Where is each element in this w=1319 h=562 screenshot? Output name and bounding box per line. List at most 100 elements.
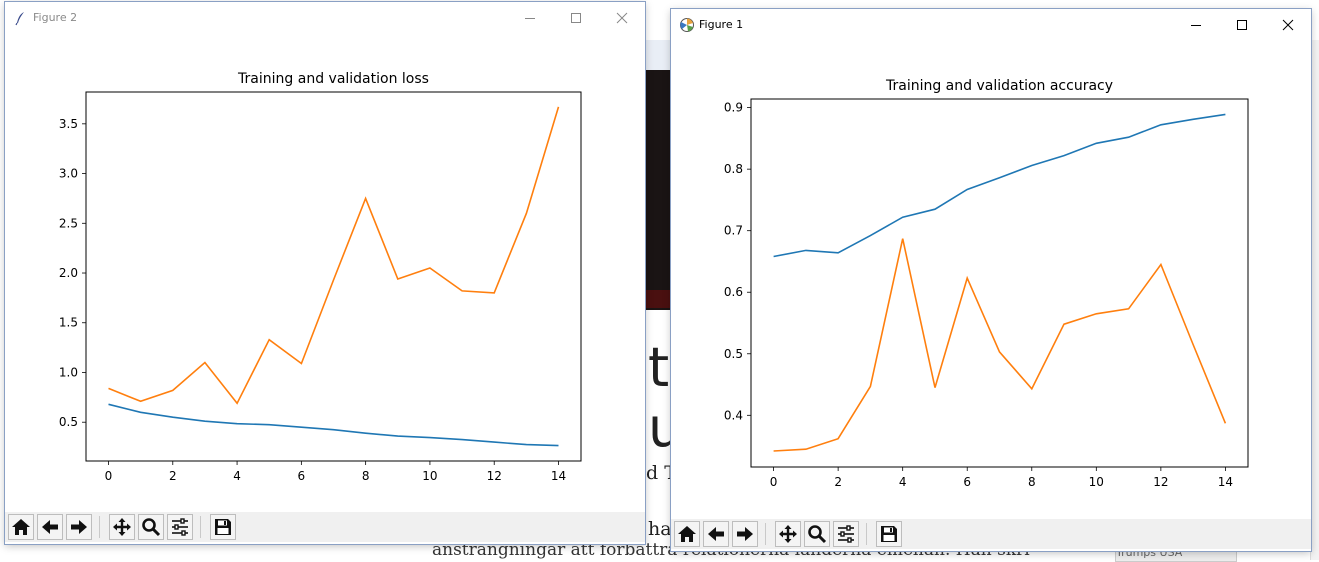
figure2-back-button[interactable] <box>37 514 63 540</box>
figure1-close-button[interactable] <box>1265 9 1311 41</box>
background-toolbar-strip <box>645 40 672 71</box>
accuracy-validation-line <box>773 238 1227 452</box>
loss-x-tick-label: 2 <box>169 469 177 483</box>
maximize-icon <box>1237 20 1247 30</box>
loss-y-tick-label: 2.5 <box>59 216 78 230</box>
accuracy-x-tick-label: 8 <box>1028 475 1036 489</box>
background-photo-edge <box>645 290 672 308</box>
accuracy-chart-title: Training and validation accuracy <box>885 78 1113 94</box>
figure1-maximize-button[interactable] <box>1219 9 1265 41</box>
accuracy-x-tick-label: 4 <box>899 475 907 489</box>
figure2-home-button[interactable] <box>8 514 34 540</box>
maximize-icon <box>571 13 581 23</box>
figure2-title: Figure 2 <box>33 11 78 24</box>
loss-y-tick-label: 2.0 <box>59 266 78 280</box>
accuracy-y-tick-label: 0.6 <box>724 285 743 299</box>
figure2-zoom-button[interactable] <box>138 514 164 540</box>
toolbar-separator <box>99 516 100 538</box>
loss-x-tick-label: 10 <box>422 469 437 483</box>
figure1-window: Figure 1 Training and validation accurac… <box>671 9 1311 551</box>
figure2-titlebar[interactable]: Figure 2 <box>5 2 645 34</box>
figure1-zoom-button[interactable] <box>804 521 830 547</box>
save-icon <box>879 524 899 544</box>
figure2-save-button[interactable] <box>210 514 236 540</box>
loss-x-tick-label: 0 <box>105 469 113 483</box>
minimize-icon <box>1191 25 1201 26</box>
figure2-toolbar <box>5 512 645 542</box>
figure1-forward-button[interactable] <box>732 521 758 547</box>
configure-subplots-icon <box>170 517 190 537</box>
accuracy-x-tick-label: 6 <box>963 475 971 489</box>
figure1-save-button[interactable] <box>876 521 902 547</box>
figure2-canvas[interactable]: Training and validation loss 0 2 4 6 8 10 12 14 0… <box>5 34 645 512</box>
forward-arrow-icon <box>735 524 755 544</box>
loss-y-tick-label: 3.0 <box>59 167 78 181</box>
accuracy-axes-frame <box>750 98 1249 468</box>
accuracy-x-tick-label: 12 <box>1153 475 1168 489</box>
figure1-home-button[interactable] <box>674 521 700 547</box>
figure2-forward-button[interactable] <box>66 514 92 540</box>
accuracy-chart: Training and validation accuracy 0 2 4 6 8 10 1… <box>724 78 1249 489</box>
zoom-icon <box>141 517 161 537</box>
pan-icon <box>112 517 132 537</box>
zoom-icon <box>807 524 827 544</box>
accuracy-y-tick-label: 0.5 <box>724 347 743 361</box>
loss-x-tick-label: 12 <box>487 469 502 483</box>
feather-icon <box>15 12 24 26</box>
accuracy-y-tick-label: 0.8 <box>724 162 743 176</box>
accuracy-x-tick-label: 2 <box>834 475 842 489</box>
home-icon <box>677 524 697 544</box>
close-icon <box>616 12 628 24</box>
minimize-icon <box>525 18 535 19</box>
accuracy-y-tick-label: 0.9 <box>724 101 743 115</box>
figure1-canvas[interactable]: Training and validation accuracy 0 2 4 6 8 10 1… <box>671 41 1311 519</box>
loss-y-tick-label: 1.5 <box>59 316 78 330</box>
figure2-window: Figure 2 Training and validation loss 0 2 4… <box>5 2 645 544</box>
accuracy-training-line <box>773 113 1226 258</box>
accuracy-x-tick-label: 10 <box>1089 475 1104 489</box>
loss-x-tick-label: 4 <box>233 469 241 483</box>
figure1-minimize-button[interactable] <box>1173 9 1219 41</box>
background-subline: d T <box>646 462 677 484</box>
figure2-configure-subplots-button[interactable] <box>167 514 193 540</box>
loss-x-tick-label: 8 <box>362 469 370 483</box>
figure2-pan-button[interactable] <box>109 514 135 540</box>
loss-axes-frame <box>85 91 582 462</box>
toolbar-separator <box>765 523 766 545</box>
home-icon <box>11 517 31 537</box>
loss-y-tick-label: 3.5 <box>59 117 78 131</box>
figure-app-icon <box>680 18 694 32</box>
back-arrow-icon <box>40 517 60 537</box>
configure-subplots-icon <box>836 524 856 544</box>
loss-chart-title: Training and validation loss <box>237 71 429 87</box>
loss-chart: Training and validation loss 0 2 4 6 8 10 12 14 0… <box>59 71 582 483</box>
loss-y-tick-label: 0.5 <box>59 415 78 429</box>
figure2-maximize-button[interactable] <box>553 2 599 34</box>
loss-validation-line <box>108 106 560 405</box>
background-photo <box>645 70 672 310</box>
figure1-back-button[interactable] <box>703 521 729 547</box>
accuracy-x-tick-label: 0 <box>770 475 778 489</box>
figure1-title: Figure 1 <box>699 18 744 31</box>
accuracy-y-tick-label: 0.7 <box>724 224 743 238</box>
accuracy-y-tick-label: 0.4 <box>724 408 743 422</box>
toolbar-separator <box>200 516 201 538</box>
figure1-pan-button[interactable] <box>775 521 801 547</box>
figure2-close-button[interactable] <box>599 2 645 34</box>
loss-x-tick-label: 6 <box>298 469 306 483</box>
figure2-minimize-button[interactable] <box>507 2 553 34</box>
toolbar-separator <box>866 523 867 545</box>
background-right-panel <box>1310 40 1319 560</box>
accuracy-x-tick-label: 14 <box>1218 475 1233 489</box>
back-arrow-icon <box>706 524 726 544</box>
pan-icon <box>778 524 798 544</box>
save-icon <box>213 517 233 537</box>
figure1-titlebar[interactable]: Figure 1 <box>671 9 1311 41</box>
loss-training-line <box>108 403 559 447</box>
loss-x-tick-label: 14 <box>551 469 566 483</box>
background-side-text: ha <box>648 518 672 540</box>
figure1-configure-subplots-button[interactable] <box>833 521 859 547</box>
figure1-toolbar <box>671 519 1311 549</box>
close-icon <box>1282 19 1294 31</box>
loss-y-tick-label: 1.0 <box>59 365 78 379</box>
